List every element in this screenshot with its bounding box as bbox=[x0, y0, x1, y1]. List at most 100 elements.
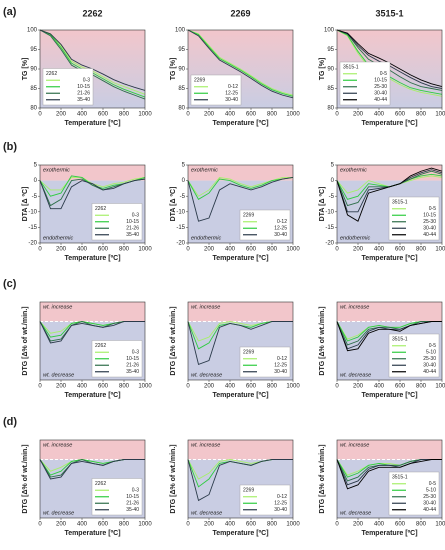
plot-frame bbox=[187, 164, 294, 244]
x-tick-label: 200 bbox=[56, 522, 67, 528]
legend-label: 40-44 bbox=[423, 369, 436, 375]
x-tick-label: 600 bbox=[246, 522, 257, 528]
x-tick-label: 800 bbox=[416, 247, 427, 253]
series-line bbox=[187, 459, 293, 502]
legend-title: 3515-1 bbox=[392, 475, 408, 481]
y-tick-label: -10 bbox=[176, 209, 185, 215]
series-line bbox=[336, 167, 443, 222]
legend-label: 21-26 bbox=[126, 501, 139, 507]
legend-box bbox=[388, 471, 440, 516]
x-tick-label: 400 bbox=[77, 522, 88, 528]
legend-label: 21-26 bbox=[77, 91, 90, 97]
annotation: wt. decrease bbox=[191, 372, 222, 378]
plot-frame bbox=[336, 164, 443, 244]
x-tick-label: 200 bbox=[204, 112, 215, 118]
y-tick-label: 95 bbox=[30, 47, 37, 53]
y-tick-label: 90 bbox=[178, 67, 185, 73]
positive-zone bbox=[40, 165, 145, 181]
annotation: endothermic bbox=[43, 235, 74, 241]
plot-frame bbox=[39, 301, 146, 381]
legend-label: 10-15 bbox=[126, 356, 139, 362]
positive-zone bbox=[40, 302, 145, 322]
y-tick-label: 100 bbox=[324, 28, 335, 34]
legend-label: 0-12 bbox=[277, 494, 287, 500]
y-tick-label: 90 bbox=[327, 67, 334, 73]
x-axis-label: Temperature [ºC] bbox=[361, 255, 417, 262]
x-tick-label: 200 bbox=[353, 522, 364, 528]
x-tick-label: 800 bbox=[119, 247, 130, 253]
x-tick-label: 1000 bbox=[435, 522, 445, 528]
plot-frame bbox=[39, 164, 146, 244]
series-line bbox=[187, 29, 294, 99]
legend-title: 3515-1 bbox=[392, 337, 408, 343]
x-tick-label: 200 bbox=[56, 112, 67, 118]
series-line bbox=[187, 29, 294, 96]
x-tick-label: 1000 bbox=[435, 247, 445, 253]
plot-frame bbox=[187, 301, 294, 381]
series-line bbox=[187, 176, 293, 197]
legend-label: 30-40 bbox=[225, 97, 238, 103]
legend-title: 2269 bbox=[243, 213, 254, 219]
legend-label: 30-40 bbox=[423, 363, 436, 369]
legend-label: 0-3 bbox=[132, 350, 139, 356]
y-tick-label: 100 bbox=[27, 28, 38, 34]
plot-frame bbox=[39, 29, 146, 109]
x-tick-label: 0 bbox=[335, 384, 339, 390]
y-axis-label: TG [%] bbox=[170, 58, 177, 81]
annotation: wt. decrease bbox=[43, 372, 74, 378]
legend-label: 10-15 bbox=[374, 78, 387, 84]
x-tick-label: 1000 bbox=[286, 522, 300, 528]
series-line bbox=[187, 177, 294, 200]
x-tick-label: 400 bbox=[225, 522, 236, 528]
x-axis-label: Temperature [ºC] bbox=[64, 120, 120, 127]
legend-label: 0-12 bbox=[228, 84, 238, 90]
legend-label: 35-40 bbox=[126, 232, 139, 238]
x-tick-label: 200 bbox=[353, 384, 364, 390]
x-tick-label: 400 bbox=[225, 384, 236, 390]
y-tick-label: -10 bbox=[28, 209, 37, 215]
x-axis-label: Temperature [ºC] bbox=[361, 392, 417, 399]
panel-label: (b) bbox=[3, 141, 17, 153]
x-tick-label: 600 bbox=[246, 247, 257, 253]
x-axis-label: Temperature [ºC] bbox=[361, 120, 417, 127]
legend-label: 25-30 bbox=[423, 219, 436, 225]
x-tick-label: 0 bbox=[38, 112, 42, 118]
x-tick-label: 400 bbox=[77, 112, 88, 118]
y-tick-label: -15 bbox=[28, 225, 37, 231]
series-line bbox=[39, 321, 145, 344]
legend-title: 2269 bbox=[194, 78, 205, 84]
annotation: wt. increase bbox=[340, 442, 369, 448]
legend-title: 2262 bbox=[46, 71, 57, 77]
x-tick-label: 200 bbox=[204, 384, 215, 390]
legend-label: 10-15 bbox=[423, 213, 436, 219]
y-tick-label: 95 bbox=[178, 47, 185, 53]
x-tick-label: 400 bbox=[77, 247, 88, 253]
legend-box bbox=[339, 61, 391, 106]
legend-box bbox=[239, 209, 291, 241]
annotation: wt. decrease bbox=[340, 510, 371, 516]
annotation: exothermic bbox=[191, 167, 218, 173]
y-tick-label: -20 bbox=[176, 241, 185, 247]
x-tick-label: 800 bbox=[416, 112, 427, 118]
legend-label: 30-40 bbox=[423, 501, 436, 507]
legend-label: 0-12 bbox=[277, 219, 287, 225]
x-tick-label: 800 bbox=[416, 384, 427, 390]
annotation: exothermic bbox=[43, 167, 70, 173]
legend-label: 0-5 bbox=[380, 71, 387, 77]
x-tick-label: 1000 bbox=[138, 522, 152, 528]
positive-zone bbox=[40, 440, 145, 460]
legend-title: 2262 bbox=[95, 206, 106, 212]
y-tick-label: 80 bbox=[30, 106, 37, 112]
y-axis-label: DTG [Δ% of wt./min.] bbox=[22, 306, 29, 375]
x-tick-label: 400 bbox=[225, 247, 236, 253]
legend-label: 30-40 bbox=[374, 91, 387, 97]
annotation: wt. increase bbox=[191, 304, 220, 310]
y-tick-label: 0 bbox=[182, 178, 186, 184]
y-tick-label: 5 bbox=[331, 163, 335, 169]
x-tick-label: 1000 bbox=[138, 247, 152, 253]
legend-label: 40-44 bbox=[374, 97, 387, 103]
x-tick-label: 400 bbox=[225, 112, 236, 118]
x-tick-label: 1000 bbox=[286, 384, 300, 390]
panel-label: (a) bbox=[3, 6, 17, 18]
y-tick-label: 85 bbox=[327, 86, 334, 92]
